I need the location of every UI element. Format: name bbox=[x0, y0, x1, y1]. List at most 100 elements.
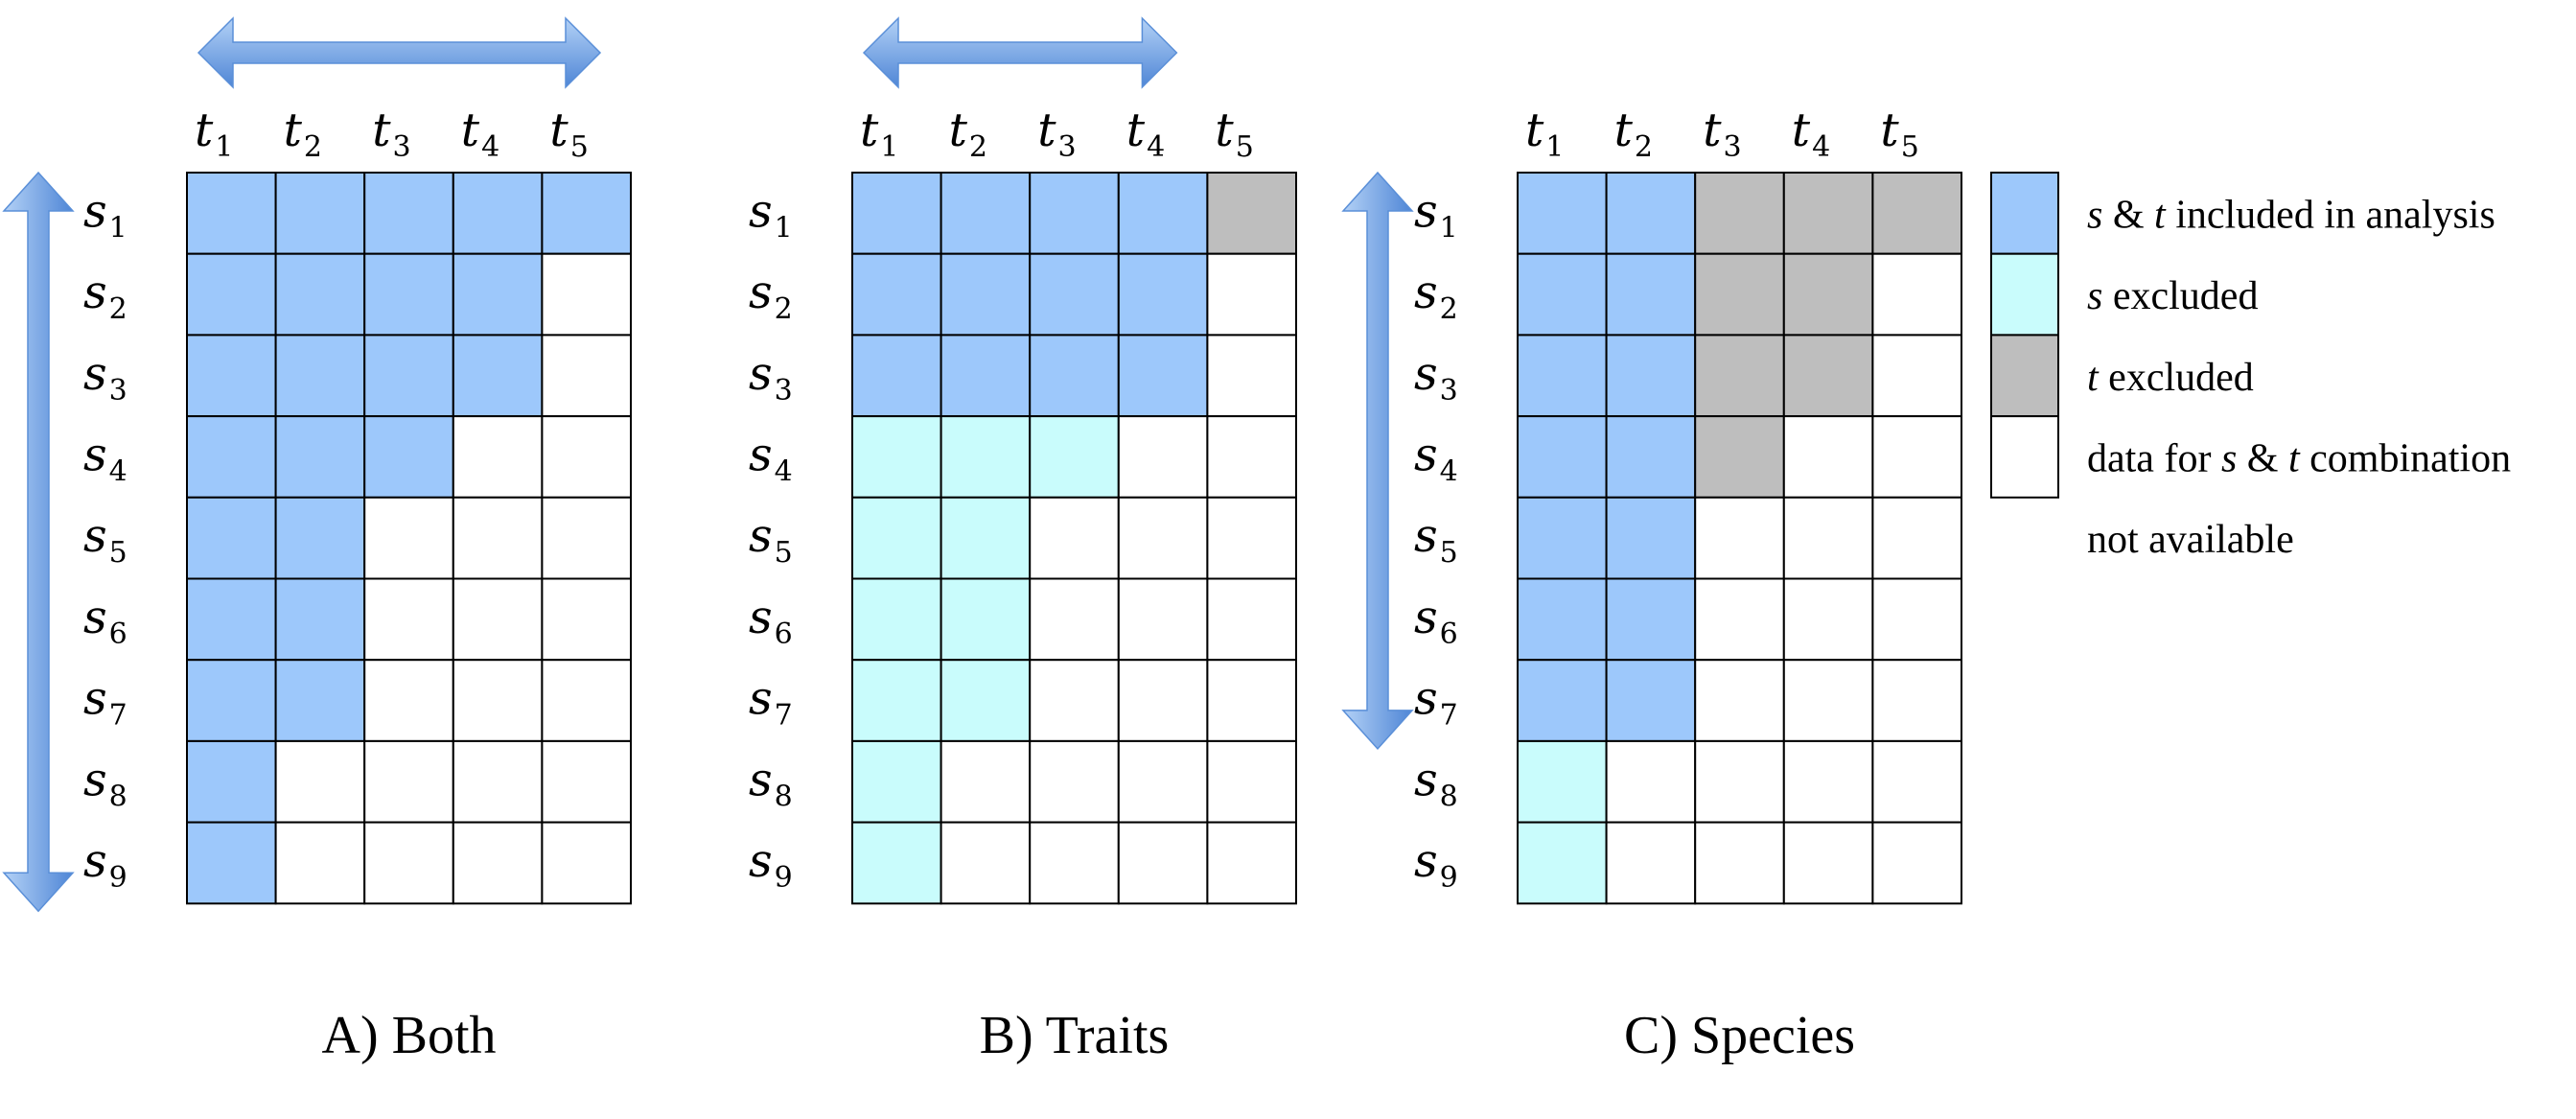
grid-cell bbox=[274, 415, 366, 499]
grid-cell bbox=[940, 577, 1032, 662]
row-label-s5: s5 bbox=[83, 509, 128, 570]
grid-cell bbox=[1117, 415, 1209, 499]
grid-cell bbox=[1871, 334, 1963, 418]
grid-cell bbox=[186, 821, 277, 905]
grid-cell bbox=[274, 334, 366, 418]
grid-cell bbox=[1605, 496, 1697, 580]
grid-cell bbox=[1117, 496, 1209, 580]
row-label-s1: s1 bbox=[749, 184, 793, 245]
grid-cell bbox=[452, 172, 544, 255]
grid-cell bbox=[1871, 659, 1963, 742]
grid-cell bbox=[940, 496, 1032, 580]
row-label-s4: s4 bbox=[1414, 428, 1458, 488]
grid-cell bbox=[274, 577, 366, 662]
grid-cell bbox=[1206, 821, 1298, 905]
col-label-t1: t1 bbox=[1525, 104, 1564, 164]
grid-cell bbox=[1782, 821, 1874, 905]
grid-cell bbox=[1029, 821, 1120, 905]
grid-cell bbox=[363, 659, 454, 742]
grid-cell bbox=[1605, 659, 1697, 742]
legend-label-continuation: not available bbox=[2087, 518, 2294, 562]
grid-cell bbox=[186, 415, 277, 499]
grid-cell bbox=[1517, 334, 1608, 418]
grid-cell bbox=[1871, 821, 1963, 905]
row-label-s7: s7 bbox=[1414, 672, 1458, 733]
grid-cell bbox=[452, 577, 544, 662]
grid-cell bbox=[1517, 739, 1608, 824]
col-label-t2: t2 bbox=[1614, 104, 1653, 164]
grid-cell bbox=[1206, 659, 1298, 742]
vertical-double-arrow bbox=[2, 171, 75, 913]
row-label-s2: s2 bbox=[1414, 266, 1458, 326]
grid-cell bbox=[363, 252, 454, 337]
col-label-t5: t5 bbox=[1215, 104, 1253, 164]
grid-cell bbox=[1206, 172, 1298, 255]
grid-cell bbox=[541, 252, 633, 337]
grid-cell bbox=[1871, 252, 1963, 337]
row-label-s9: s9 bbox=[83, 834, 128, 895]
grid-cell bbox=[1029, 334, 1120, 418]
grid-cell bbox=[1117, 252, 1209, 337]
grid-cell bbox=[1117, 577, 1209, 662]
col-label-t4: t4 bbox=[461, 104, 499, 164]
grid-cell bbox=[1117, 659, 1209, 742]
grid-cell bbox=[363, 334, 454, 418]
col-label-t5: t5 bbox=[549, 104, 588, 164]
grid-cell bbox=[1117, 334, 1209, 418]
grid-cell bbox=[940, 739, 1032, 824]
legend-label: s & t included in analysis bbox=[2087, 193, 2495, 237]
grid-cell bbox=[851, 252, 942, 337]
grid-cell bbox=[274, 252, 366, 337]
grid-cell bbox=[452, 739, 544, 824]
grid-cell bbox=[541, 496, 633, 580]
row-label-s3: s3 bbox=[1414, 347, 1458, 408]
grid-cell bbox=[1694, 252, 1785, 337]
row-label-s9: s9 bbox=[749, 834, 793, 895]
grid-cell bbox=[274, 496, 366, 580]
grid-cell bbox=[274, 821, 366, 905]
grid-cell bbox=[1871, 577, 1963, 662]
grid-cell bbox=[1029, 659, 1120, 742]
grid-cell bbox=[1206, 415, 1298, 499]
col-label-t2: t2 bbox=[949, 104, 987, 164]
grid-cell bbox=[1782, 739, 1874, 824]
panel-title: C) Species bbox=[1624, 1006, 1855, 1065]
horizontal-double-arrow bbox=[862, 16, 1178, 89]
grid-cell bbox=[1517, 577, 1608, 662]
grid-cell bbox=[1517, 172, 1608, 255]
grid-cell bbox=[1605, 821, 1697, 905]
row-label-s9: s9 bbox=[1414, 834, 1458, 895]
row-label-s6: s6 bbox=[1414, 591, 1458, 651]
row-label-s2: s2 bbox=[749, 266, 793, 326]
grid-cell bbox=[1605, 334, 1697, 418]
grid-cell bbox=[851, 659, 942, 742]
grid-cell bbox=[851, 415, 942, 499]
col-label-t5: t5 bbox=[1880, 104, 1918, 164]
grid-cell bbox=[1694, 821, 1785, 905]
row-label-s6: s6 bbox=[83, 591, 128, 651]
grid-cell bbox=[186, 334, 277, 418]
grid-cell bbox=[1117, 172, 1209, 255]
grid-cell bbox=[186, 659, 277, 742]
grid-cell bbox=[851, 739, 942, 824]
grid-cell bbox=[940, 659, 1032, 742]
grid-cell bbox=[541, 415, 633, 499]
grid-cell bbox=[363, 496, 454, 580]
grid-cell bbox=[1782, 659, 1874, 742]
grid-cell bbox=[452, 334, 544, 418]
grid-cell bbox=[1605, 172, 1697, 255]
row-label-s7: s7 bbox=[83, 672, 128, 733]
grid-cell bbox=[1782, 577, 1874, 662]
col-label-t4: t4 bbox=[1126, 104, 1165, 164]
grid-cell bbox=[1029, 577, 1120, 662]
grid-cell bbox=[1782, 334, 1874, 418]
grid-cell bbox=[851, 334, 942, 418]
grid-cell bbox=[1206, 577, 1298, 662]
legend-swatch bbox=[1990, 252, 2059, 337]
grid-cell bbox=[1206, 496, 1298, 580]
grid-cell bbox=[940, 821, 1032, 905]
grid-cell bbox=[1517, 821, 1608, 905]
grid-cell bbox=[1694, 172, 1785, 255]
grid-cell bbox=[274, 659, 366, 742]
grid-cell bbox=[1782, 252, 1874, 337]
